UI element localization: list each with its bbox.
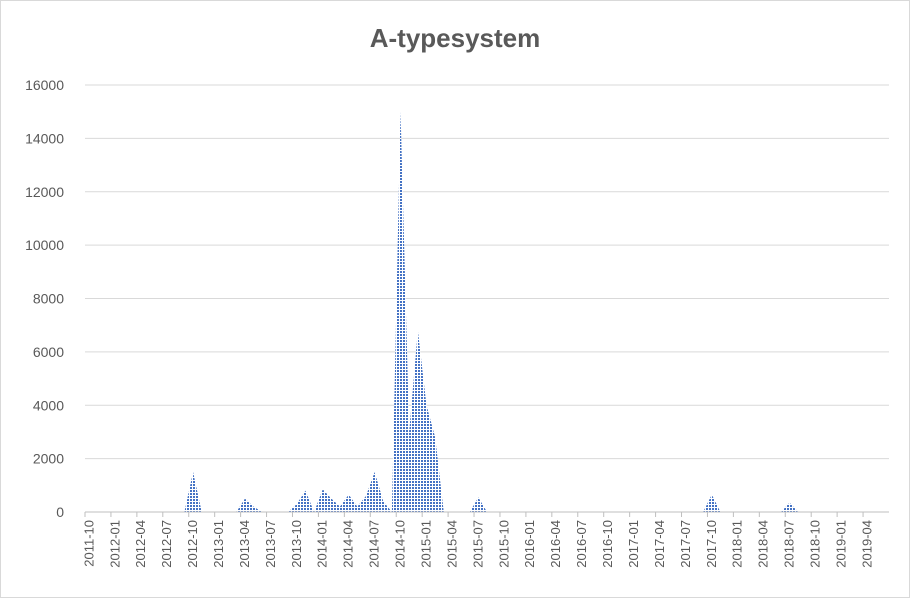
x-tick-label: 2019-01 bbox=[833, 520, 848, 568]
y-axis-ticks: 0 2000 4000 6000 8000 10000 12000 14000 16000 bbox=[25, 77, 64, 520]
x-tick-label: 2014-04 bbox=[341, 520, 356, 568]
y-tick-label: 16000 bbox=[25, 77, 64, 93]
x-tick-label: 2017-01 bbox=[626, 520, 641, 568]
x-tick-label: 2015-10 bbox=[496, 520, 511, 568]
x-tick-label: 2018-04 bbox=[756, 520, 771, 568]
y-tick-label: 2000 bbox=[33, 451, 64, 467]
y-tick-label: 8000 bbox=[33, 291, 64, 307]
chart-title: A-typesystem bbox=[369, 23, 541, 53]
x-tick-label: 2016-10 bbox=[600, 520, 615, 568]
x-tick-label: 2018-07 bbox=[782, 520, 797, 568]
x-tick-label: 2013-04 bbox=[237, 520, 252, 568]
x-axis: 2011-10 2012-01 2012-04 2012-07 2012-10 2013-… bbox=[81, 511, 889, 568]
x-tick-label: 2015-07 bbox=[470, 520, 485, 568]
x-tick-label: 2018-10 bbox=[808, 520, 823, 568]
x-tick-label: 2012-01 bbox=[107, 520, 122, 568]
area-series bbox=[89, 111, 885, 512]
x-tick-label: 2012-04 bbox=[133, 520, 148, 568]
x-tick-label: 2016-01 bbox=[522, 520, 537, 568]
x-tick-label: 2011-10 bbox=[81, 520, 96, 567]
y-tick-label: 4000 bbox=[33, 397, 64, 413]
y-tick-label: 10000 bbox=[25, 237, 64, 253]
x-tick-label: 2016-07 bbox=[574, 520, 589, 568]
x-tick-label: 2012-10 bbox=[185, 520, 200, 568]
area-series-0 bbox=[89, 111, 885, 512]
y-tick-label: 0 bbox=[56, 504, 64, 520]
x-tick-label: 2017-10 bbox=[704, 520, 719, 568]
x-tick-label: 2015-04 bbox=[444, 520, 459, 568]
x-tick-label: 2014-01 bbox=[315, 520, 330, 568]
x-tick-label: 2015-01 bbox=[418, 520, 433, 568]
y-tick-label: 6000 bbox=[33, 344, 64, 360]
x-tick-label: 2014-07 bbox=[367, 520, 382, 568]
y-tick-label: 14000 bbox=[25, 130, 64, 146]
x-tick-label: 2017-07 bbox=[678, 520, 693, 568]
x-tick-label: 2016-04 bbox=[548, 520, 563, 568]
x-tick-label: 2013-07 bbox=[263, 520, 278, 568]
x-tick-label: 2014-10 bbox=[393, 520, 408, 568]
x-tick-label: 2019-04 bbox=[859, 520, 874, 568]
x-tick-label: 2012-07 bbox=[159, 520, 174, 568]
x-tick-label: 2013-10 bbox=[289, 520, 304, 568]
x-tick-label: 2017-04 bbox=[652, 520, 667, 568]
grid-lines bbox=[85, 84, 889, 460]
x-tick-label: 2013-01 bbox=[211, 520, 226, 568]
x-tick-label: 2018-01 bbox=[730, 520, 745, 568]
y-tick-label: 12000 bbox=[25, 184, 64, 200]
